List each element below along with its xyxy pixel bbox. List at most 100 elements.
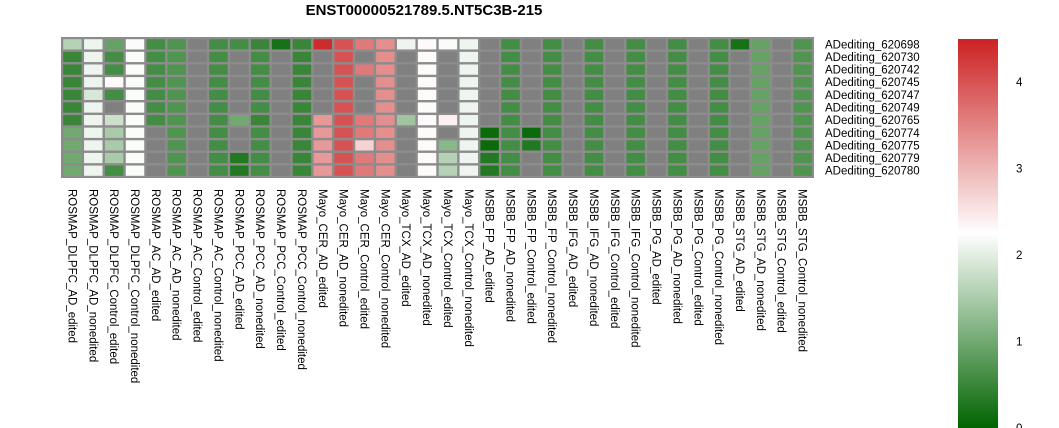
- heatmap-cell: [84, 127, 103, 138]
- heatmap-cell: [584, 51, 604, 63]
- heatmap-cell: [709, 51, 729, 63]
- heatmap-cell: [689, 140, 708, 151]
- heatmap-cell: [563, 152, 583, 164]
- heatmap-cell: [376, 89, 395, 100]
- heatmap-cell: [188, 77, 207, 88]
- heatmap-cell: [250, 165, 270, 176]
- heatmap-cell: [104, 77, 124, 88]
- heatmap-cell: [563, 89, 583, 100]
- heatmap-cell: [501, 140, 520, 151]
- heatmap-cell: [417, 127, 437, 138]
- heatmap-cell: [438, 127, 458, 138]
- column-label: Mayo_CER_AD_edited: [316, 189, 328, 308]
- heatmap-cell: [563, 140, 583, 151]
- heatmap-cell: [480, 115, 499, 126]
- heatmap-cell: [250, 152, 270, 164]
- heatmap-cell: [647, 140, 666, 151]
- heatmap-cell: [188, 165, 207, 176]
- heatmap-cell: [730, 152, 750, 164]
- heatmap-cell: [250, 127, 270, 138]
- column-label: ROSMAP_AC_Control_edited: [191, 189, 203, 342]
- column-label: MSBB_FP_AD_edited: [483, 189, 495, 303]
- column-label: MSBB_PG_AD_edited: [650, 189, 662, 305]
- heatmap-cell: [647, 165, 666, 176]
- heatmap-cell: [751, 115, 771, 126]
- heatmap-frame: [61, 37, 814, 178]
- heatmap-cell: [250, 115, 270, 126]
- heatmap-cell: [480, 89, 499, 100]
- heatmap-cell: [125, 39, 145, 50]
- column-labels: ROSMAP_DLPFC_AD_edited ROSMAP_DLPFC_AD_no…: [65, 189, 807, 383]
- heatmap-cell: [563, 165, 583, 176]
- heatmap-cell: [334, 127, 353, 138]
- heatmap-cell: [438, 64, 458, 75]
- heatmap-cell: [605, 89, 625, 100]
- column-label: MSBB_IFG_AD_edited: [566, 189, 578, 307]
- heatmap-cell: [63, 77, 82, 88]
- column-label: Mayo_TCX_AD_nonedited: [420, 189, 432, 326]
- heatmap-cell: [271, 152, 291, 164]
- heatmap-cell: [459, 102, 479, 113]
- heatmap-cell: [668, 115, 687, 126]
- heatmap-cell: [417, 152, 437, 164]
- heatmap-cell: [459, 115, 479, 126]
- heatmap-cell: [563, 115, 583, 126]
- heatmap-cell: [459, 140, 479, 151]
- heatmap-cell: [626, 127, 645, 138]
- heatmap-cell: [626, 64, 645, 75]
- color-scale-tick-label: 3: [1016, 164, 1022, 176]
- heatmap-cell: [772, 127, 791, 138]
- heatmap-cell: [626, 102, 645, 113]
- heatmap-cell: [355, 64, 374, 75]
- heatmap-cell: [793, 51, 812, 63]
- heatmap-cell: [605, 165, 625, 176]
- column-label: MSBB_FP_AD_nonedited: [504, 189, 516, 322]
- heatmap-cell: [668, 165, 687, 176]
- color-scale-tick-label: 4: [1016, 77, 1023, 89]
- heatmap-cell: [355, 152, 374, 164]
- row-label: ADediting_620730: [825, 52, 920, 64]
- heatmap-cell: [313, 127, 332, 138]
- heatmap-cell: [188, 39, 207, 50]
- heatmap-cell: [751, 165, 771, 176]
- heatmap-cell: [626, 115, 645, 126]
- heatmap-cell: [709, 77, 729, 88]
- heatmap-cell: [125, 140, 145, 151]
- heatmap-cell: [459, 152, 479, 164]
- heatmap-cell: [522, 51, 541, 63]
- heatmap-cell: [271, 64, 291, 75]
- heatmap-cell: [438, 165, 458, 176]
- heatmap-cell: [63, 115, 82, 126]
- column-label: ROSMAP_DLPFC_AD_edited: [65, 189, 77, 343]
- heatmap-cell: [480, 39, 499, 50]
- heatmap-cell: [480, 77, 499, 88]
- heatmap-cell: [271, 115, 291, 126]
- heatmap-cell: [417, 140, 437, 151]
- heatmap-cell: [522, 115, 541, 126]
- column-label: MSBB_IFG_Control_nonedited: [629, 189, 641, 348]
- heatmap-cell: [104, 165, 124, 176]
- heatmap-cell: [438, 89, 458, 100]
- heatmap-cell: [626, 152, 645, 164]
- heatmap-cell: [167, 152, 186, 164]
- heatmap-cell: [772, 140, 791, 151]
- heatmap-cell: [626, 165, 645, 176]
- heatmap-cell: [250, 77, 270, 88]
- heatmap-cell: [647, 39, 666, 50]
- heatmap-cell: [647, 89, 666, 100]
- heatmap-cell: [605, 127, 625, 138]
- heatmap-cell: [689, 39, 708, 50]
- heatmap-cell: [522, 102, 541, 113]
- heatmap-cell: [668, 51, 687, 63]
- heatmap-cell: [793, 64, 812, 75]
- heatmap-cell: [355, 140, 374, 151]
- heatmap-cell: [167, 51, 186, 63]
- heatmap-cell: [793, 165, 812, 176]
- heatmap-cell: [230, 140, 249, 151]
- heatmap-cell: [104, 39, 124, 50]
- heatmap-cell: [543, 165, 562, 176]
- heatmap-cell: [104, 127, 124, 138]
- heatmap-cell: [417, 165, 437, 176]
- heatmap-cell: [396, 77, 416, 88]
- heatmap-cell: [480, 51, 499, 63]
